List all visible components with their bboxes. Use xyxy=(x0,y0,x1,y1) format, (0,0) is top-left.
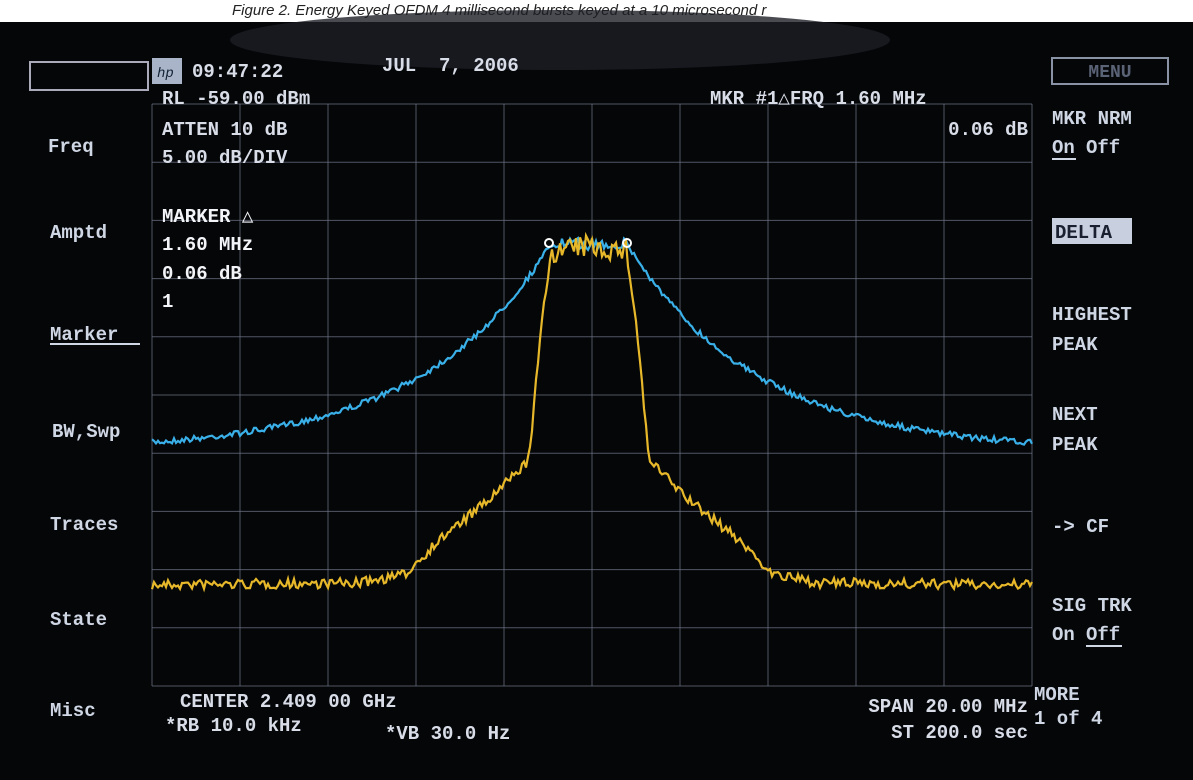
page: {"caption": "Figure 2. Energy Keyed OFDM… xyxy=(0,0,1193,780)
center-freq: CENTER 2.409 00 GHz xyxy=(180,691,397,713)
more-key[interactable]: MORE xyxy=(1034,684,1080,706)
softkey[interactable]: BW,Swp xyxy=(52,421,120,443)
date: JUL 7, 2006 xyxy=(382,55,519,77)
more-key-2[interactable]: 1 of 4 xyxy=(1034,708,1102,730)
next-key[interactable]: NEXT xyxy=(1052,404,1098,426)
ref-level: RL -59.00 dBm xyxy=(162,88,310,110)
mkr-nrm-key[interactable]: MKR NRM xyxy=(1052,108,1132,130)
marker-readout: MKR #1△FRQ 1.60 MHz xyxy=(710,88,927,110)
marker-level: 0.06 dB xyxy=(162,263,242,285)
softkey[interactable]: Marker xyxy=(50,324,118,346)
span: SPAN 20.00 MHz xyxy=(868,696,1028,718)
rbw: *RB 10.0 kHz xyxy=(165,715,302,737)
attenuation: ATTEN 10 dB xyxy=(162,119,287,141)
delta-key[interactable]: DELTA xyxy=(1055,222,1113,244)
highest-key-2[interactable]: PEAK xyxy=(1052,334,1098,356)
marker-freq: 1.60 MHz xyxy=(162,234,253,256)
vbw: *VB 30.0 Hz xyxy=(385,723,510,745)
next-key-2[interactable]: PEAK xyxy=(1052,434,1098,456)
softkey[interactable]: Amptd xyxy=(50,222,107,244)
on-option[interactable]: On xyxy=(1052,624,1075,646)
logo: hp xyxy=(157,66,174,82)
marker-readout-level: 0.06 dB xyxy=(948,119,1028,141)
on-option[interactable]: On xyxy=(1052,137,1075,159)
off-option[interactable]: Off xyxy=(1086,624,1120,646)
marker-title: MARKER △ xyxy=(162,206,254,228)
softkey[interactable]: Misc xyxy=(50,700,96,722)
cf-key[interactable]: -> CF xyxy=(1052,516,1109,538)
marker-number: 1 xyxy=(162,291,173,313)
menu-key[interactable]: MENU xyxy=(1088,63,1131,83)
softkey[interactable]: Traces xyxy=(50,514,118,536)
time: 09:47:22 xyxy=(192,61,283,83)
glare xyxy=(230,10,890,70)
highest-key[interactable]: HIGHEST xyxy=(1052,304,1132,326)
off-option[interactable]: Off xyxy=(1086,137,1120,159)
scale: 5.00 dB/DIV xyxy=(162,147,288,169)
sig-trk-key[interactable]: SIG TRK xyxy=(1052,595,1132,617)
softkey[interactable]: State xyxy=(50,609,107,631)
softkey[interactable]: Freq xyxy=(48,136,94,158)
screen: Figure 2. Energy Keyed OFDM 4 millisecon… xyxy=(0,0,1193,780)
sweep-time: ST 200.0 sec xyxy=(891,722,1028,744)
